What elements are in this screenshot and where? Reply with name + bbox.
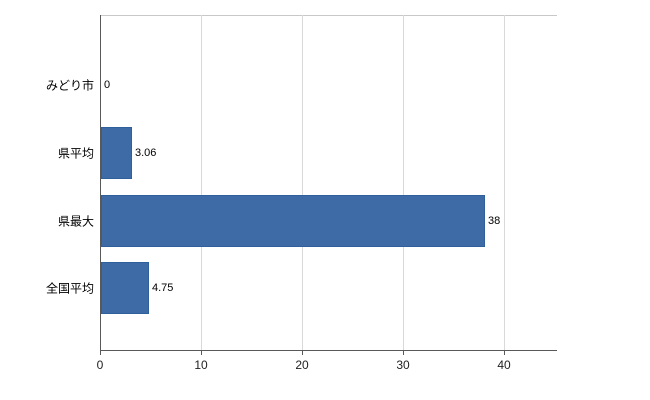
category-label: 全国平均	[45, 281, 94, 296]
bar-value-label: 4.75	[152, 282, 174, 294]
category-label: 県平均	[57, 146, 94, 161]
x-axis-tick	[302, 350, 303, 355]
x-tick-label: 20	[295, 358, 309, 372]
y-axis-line	[100, 15, 101, 350]
x-axis-tick	[100, 350, 101, 355]
bar	[101, 127, 132, 179]
x-axis-line	[100, 350, 557, 351]
x-axis-tick	[504, 350, 505, 355]
x-tick-label: 40	[497, 358, 511, 372]
gridline	[201, 15, 202, 350]
bar-value-label: 3.06	[135, 147, 157, 159]
category-label: 県最大	[57, 214, 94, 229]
x-tick-label: 10	[194, 358, 208, 372]
x-axis-tick	[403, 350, 404, 355]
x-tick-label: 0	[96, 358, 104, 372]
gridline	[302, 15, 303, 350]
category-label: みどり市	[45, 78, 94, 93]
gridline	[403, 15, 404, 350]
bar-value-label: 0	[104, 79, 111, 91]
x-axis-tick	[201, 350, 202, 355]
gridline	[504, 15, 505, 350]
bar	[101, 262, 149, 314]
plot-top-border	[100, 15, 557, 16]
bar	[101, 195, 485, 247]
bar-value-label: 38	[488, 215, 501, 227]
x-tick-label: 30	[396, 358, 410, 372]
